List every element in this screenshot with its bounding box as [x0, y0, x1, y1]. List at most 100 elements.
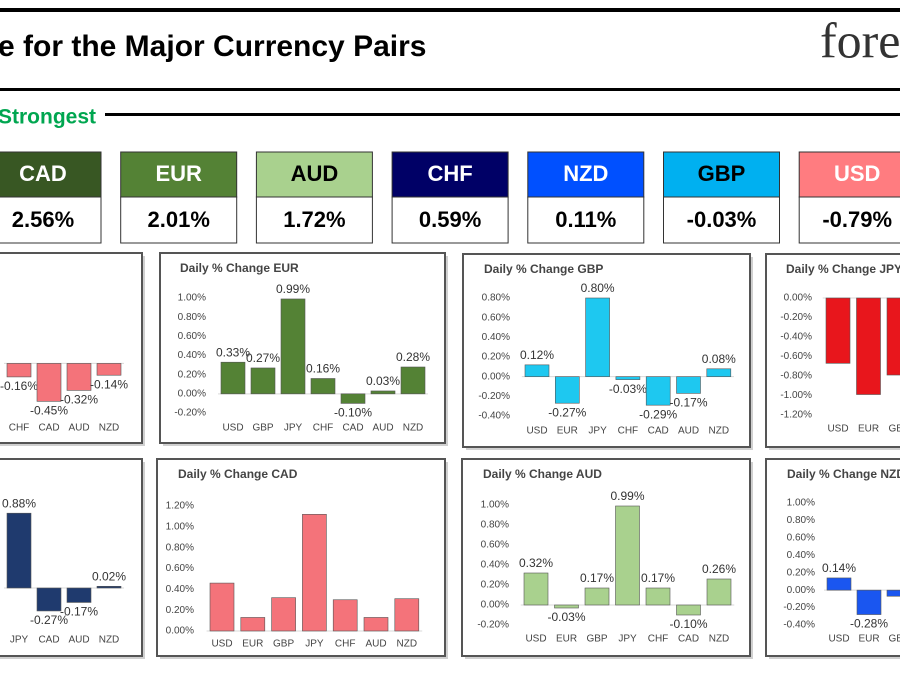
x-tick-label: AUD [68, 635, 89, 646]
x-tick-label: USD [827, 424, 848, 435]
panel-title: Daily % Change GBP [484, 262, 603, 276]
bar [250, 367, 276, 395]
x-tick-label: NZD [99, 635, 120, 646]
bar [706, 578, 732, 606]
x-tick-label: USD [828, 634, 849, 645]
bar [886, 297, 900, 376]
value-label: 0.16% [306, 362, 340, 376]
x-tick-label: EUR [556, 634, 577, 645]
x-tick-label: USD [222, 423, 243, 434]
y-tick-label: 1.00% [166, 521, 194, 532]
x-tick-label: NZD [403, 423, 424, 434]
y-tick-label: 0.40% [178, 350, 206, 361]
logo: fore [820, 12, 900, 68]
panel [461, 458, 751, 657]
y-tick-label: 0.80% [482, 293, 510, 304]
value-label: -0.17% [669, 396, 707, 410]
x-tick-label: GBP [586, 634, 607, 645]
value-label: -0.10% [669, 617, 707, 631]
value-label: -0.27% [548, 405, 586, 419]
currency-value: 0.11% [555, 207, 616, 232]
x-tick-label: JPY [284, 423, 303, 434]
y-tick-label: 1.00% [178, 293, 206, 304]
value-label: 0.12% [520, 348, 554, 362]
bar [645, 587, 671, 606]
bar [96, 363, 122, 376]
value-label: -0.14% [90, 377, 128, 391]
x-tick-label: AUD [372, 423, 393, 434]
y-tick-label: -0.40% [783, 620, 815, 631]
currency-value-box [527, 196, 645, 244]
x-tick-label: JPY [10, 635, 29, 646]
x-tick-label: JPY [588, 426, 607, 437]
bar [310, 378, 336, 395]
bar [340, 393, 366, 404]
x-tick-label: CHF [648, 634, 669, 645]
value-label: -0.03% [609, 382, 647, 396]
y-tick-label: 1.00% [787, 498, 815, 509]
y-tick-label: 0.20% [482, 352, 510, 363]
bar [585, 297, 610, 377]
x-tick-label: NZD [397, 639, 418, 650]
bar [280, 298, 306, 395]
currency-value-box [663, 196, 780, 244]
x-tick-label: NZD [709, 634, 730, 645]
y-tick-label: 0.80% [178, 312, 206, 323]
y-tick-label: -0.80% [780, 371, 812, 382]
ranking-label: Strongest [0, 106, 96, 129]
value-label: 0.26% [702, 562, 736, 576]
currency-name: GBP [698, 161, 746, 186]
x-tick-label: USD [211, 639, 232, 650]
y-tick-label: 0.40% [482, 332, 510, 343]
y-tick-label: 1.20% [166, 501, 194, 512]
x-tick-label: NZD [709, 426, 730, 437]
bar [36, 363, 62, 402]
currency-value: -0.79% [822, 207, 892, 232]
x-tick-label: GBP [273, 639, 294, 650]
y-tick-label: 1.00% [481, 500, 509, 511]
value-label: 0.32% [519, 556, 553, 570]
y-tick-label: 0.80% [481, 520, 509, 531]
x-tick-label: EUR [858, 634, 879, 645]
currency-name: NZD [563, 161, 608, 186]
currency-header [663, 151, 780, 198]
currency-value: 0.59% [419, 207, 481, 232]
currency-value: -0.03% [687, 207, 757, 232]
currency-header [391, 151, 509, 198]
y-tick-label: 0.20% [481, 580, 509, 591]
value-label: -0.03% [547, 610, 585, 624]
ranking-rule [105, 113, 900, 116]
panel-title: Daily % Change AUD [483, 467, 602, 481]
panel-title: Daily % Change CAD [178, 467, 298, 481]
bar [209, 582, 235, 632]
bar [645, 376, 671, 406]
y-tick-label: 0.40% [787, 550, 815, 561]
y-tick-label: 0.40% [481, 560, 509, 571]
currency-name: CHF [427, 161, 472, 186]
y-tick-label: 0.60% [482, 312, 510, 323]
x-tick-label: NZD [99, 423, 120, 434]
currency-header [0, 151, 102, 198]
bar [363, 617, 389, 632]
bar [615, 376, 641, 380]
bar [332, 599, 358, 632]
x-tick-label: AUD [365, 639, 386, 650]
header-rule-bottom [0, 88, 900, 91]
currency-value-box [120, 196, 238, 244]
y-tick-label: -0.20% [174, 408, 206, 419]
bar [6, 363, 32, 378]
bar [240, 617, 266, 632]
currency-name: AUD [291, 161, 339, 186]
bar [886, 589, 900, 597]
value-label: 0.33% [216, 345, 250, 359]
value-label: 0.28% [396, 350, 430, 364]
value-label: 0.17% [580, 571, 614, 585]
bar [584, 587, 610, 606]
bar [394, 598, 420, 632]
x-tick-label: CHF [313, 423, 334, 434]
y-tick-label: 0.60% [787, 532, 815, 543]
currency-header [255, 151, 373, 198]
bar [370, 390, 396, 395]
value-label: 0.99% [610, 489, 644, 503]
